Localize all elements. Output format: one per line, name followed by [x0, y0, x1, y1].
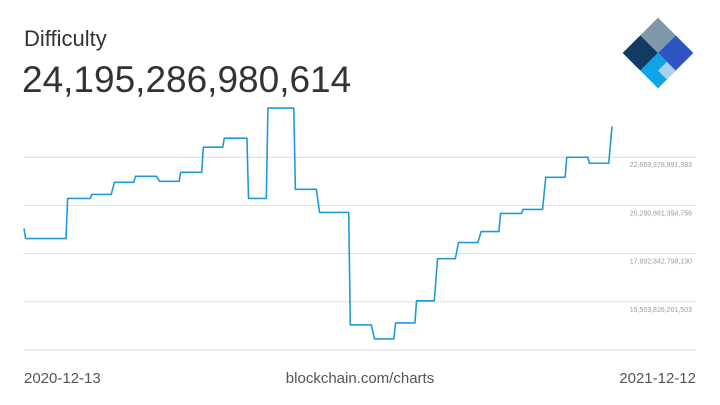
data-line [23, 107, 613, 340]
source-label: blockchain.com/charts [286, 370, 434, 387]
y-tick-label: 15,503,826,201,503 [630, 307, 692, 314]
x-tick-label: 2021-12-12 [619, 370, 696, 387]
chart-title: Difficulty [24, 26, 107, 51]
y-tick-label: 22,669,378,991,383 [630, 162, 692, 169]
logo [622, 17, 694, 89]
logo-piece [640, 17, 676, 53]
y-tick-label: 20,280,861,394,756 [630, 210, 692, 217]
logo-piece [640, 53, 676, 89]
logo-piece [622, 35, 658, 71]
headline-value: 24,195,286,980,614 [22, 59, 351, 100]
x-tick-label: 2020-12-13 [24, 370, 101, 387]
y-tick-label: 17,892,342,798,130 [630, 259, 692, 266]
logo-piece [658, 61, 676, 80]
